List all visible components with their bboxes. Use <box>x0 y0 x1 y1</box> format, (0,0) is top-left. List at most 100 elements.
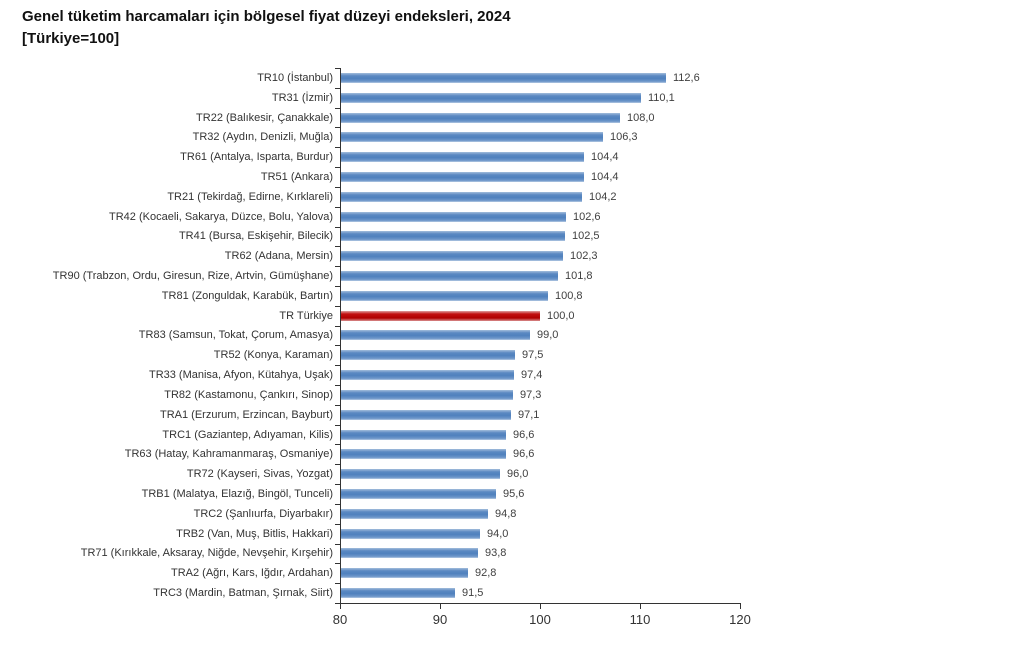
category-label: TRC1 (Gaziantep, Adıyaman, Kilis) <box>162 428 333 441</box>
category-label: TRA1 (Erzurum, Erzincan, Bayburt) <box>160 408 333 421</box>
category-label: TR63 (Hatay, Kahramanmaraş, Osmaniye) <box>124 448 333 461</box>
value-label: 94,8 <box>495 507 517 520</box>
chart-row: TR82 (Kastamonu, Çankırı, Sinop) 97,3 <box>0 385 780 405</box>
category-label: TRC3 (Mardin, Batman, Şırnak, Siirt) <box>153 587 333 600</box>
y-axis-tick <box>335 68 340 69</box>
y-axis-tick <box>335 385 340 387</box>
chart-row: TR90 (Trabzon, Ordu, Giresun, Rize, Artv… <box>0 266 780 286</box>
category-label: TRB2 (Van, Muş, Bitlis, Hakkari) <box>176 527 333 540</box>
category-label: TR31 (İzmir) <box>271 91 333 104</box>
chart-row: TR62 (Adana, Mersin) 102,3 <box>0 246 780 266</box>
chart-row: TR42 (Kocaeli, Sakarya, Düzce, Bolu, Yal… <box>0 207 780 227</box>
chart-row: TR63 (Hatay, Kahramanmaraş, Osmaniye) 96,… <box>0 444 780 464</box>
chart-row: TR71 (Kırıkkale, Aksaray, Niğde, Nevşehi… <box>0 544 780 564</box>
chart-row: TR81 (Zonguldak, Karabük, Bartın) 100,8 <box>0 286 780 306</box>
category-label: TR41 (Bursa, Eskişehir, Bilecik) <box>178 230 333 243</box>
bar <box>340 528 480 539</box>
chart-row: TR Türkiye 100,0 <box>0 306 780 326</box>
y-axis-tick <box>335 543 340 545</box>
category-label: TR81 (Zonguldak, Karabük, Bartın) <box>161 289 333 302</box>
category-label: TR42 (Kocaeli, Sakarya, Düzce, Bolu, Yal… <box>109 210 333 223</box>
category-label: TR22 (Balıkesir, Çanakkale) <box>196 111 333 124</box>
value-label: 99,0 <box>537 329 559 342</box>
x-axis-tick <box>440 603 441 609</box>
y-axis-tick <box>335 305 340 307</box>
bar <box>340 132 603 143</box>
bar <box>340 211 566 222</box>
bar <box>340 271 558 282</box>
y-axis-tick <box>335 523 340 525</box>
value-label: 102,3 <box>570 250 598 263</box>
bar <box>340 588 455 599</box>
value-label: 97,1 <box>518 408 540 421</box>
category-label: TR32 (Aydın, Denizli, Muğla) <box>192 131 333 144</box>
x-axis-tick-label: 90 <box>432 612 448 627</box>
bar <box>340 568 468 579</box>
bar <box>340 231 565 242</box>
chart-row: TR51 (Ankara) 104,4 <box>0 167 780 187</box>
value-label: 102,5 <box>572 230 600 243</box>
chart-title-line1: Genel tüketim harcamaları için bölgesel … <box>22 8 511 25</box>
y-axis-tick <box>335 563 340 565</box>
chart-row: TRC3 (Mardin, Batman, Şırnak, Siirt) 91,5 <box>0 583 780 603</box>
y-axis-tick <box>335 266 340 268</box>
bar <box>340 191 582 202</box>
y-axis-tick <box>335 583 340 585</box>
bar <box>340 508 488 519</box>
y-axis-tick <box>335 345 340 347</box>
chart-row: TRA1 (Erzurum, Erzincan, Bayburt) 97,1 <box>0 405 780 425</box>
value-label: 94,0 <box>487 527 509 540</box>
bar <box>340 171 584 182</box>
chart-row: TR33 (Manisa, Afyon, Kütahya, Uşak) 97,4 <box>0 365 780 385</box>
x-axis-tick <box>540 603 541 609</box>
value-label: 95,6 <box>503 488 525 501</box>
bar <box>340 251 563 262</box>
category-label: TR Türkiye <box>279 309 333 322</box>
bar <box>340 409 511 420</box>
category-label: TRC2 (Şanlıurfa, Diyarbakır) <box>193 507 333 520</box>
value-label: 96,6 <box>513 428 535 441</box>
chart-row: TR31 (İzmir) 110,1 <box>0 88 780 108</box>
chart-row: TR72 (Kayseri, Sivas, Yozgat) 96,0 <box>0 464 780 484</box>
value-label: 96,0 <box>507 468 529 481</box>
y-axis-tick <box>335 464 340 466</box>
x-axis-tick-label: 100 <box>529 612 551 627</box>
value-label: 97,5 <box>522 349 544 362</box>
bar <box>340 350 515 361</box>
value-label: 112,6 <box>673 71 700 84</box>
category-label: TR71 (Kırıkkale, Aksaray, Niğde, Nevşehi… <box>80 547 333 560</box>
bar <box>340 112 620 123</box>
bar <box>340 489 496 500</box>
y-axis-tick <box>335 603 340 604</box>
value-label: 100,0 <box>547 309 575 322</box>
chart-row: TR41 (Bursa, Eskişehir, Bilecik) 102,5 <box>0 227 780 247</box>
bar <box>340 548 478 559</box>
chart-row: TR10 (İstanbul) 112,6 <box>0 68 780 88</box>
value-label: 102,6 <box>573 210 601 223</box>
chart-row: TR83 (Samsun, Tokat, Çorum, Amasya) 99,0 <box>0 326 780 346</box>
y-axis-tick <box>335 503 340 505</box>
value-label: 101,8 <box>565 270 593 283</box>
value-label: 106,3 <box>610 131 638 144</box>
value-label: 93,8 <box>485 547 507 560</box>
value-label: 91,5 <box>462 587 484 600</box>
category-label: TRA2 (Ağrı, Kars, Iğdır, Ardahan) <box>170 567 333 580</box>
value-label: 92,8 <box>475 567 497 580</box>
chart-row: TRA2 (Ağrı, Kars, Iğdır, Ardahan) 92,8 <box>0 563 780 583</box>
bar <box>340 72 666 83</box>
y-axis-tick <box>335 206 340 208</box>
y-axis-tick <box>335 424 340 426</box>
value-label: 104,4 <box>591 151 619 164</box>
y-axis-tick <box>335 147 340 149</box>
bar <box>340 469 500 480</box>
x-axis-tick-label: 80 <box>332 612 348 627</box>
bar <box>340 330 530 341</box>
x-axis-tick-label: 110 <box>629 612 651 627</box>
value-label: 110,1 <box>648 91 675 104</box>
bar <box>340 92 641 103</box>
y-axis-tick <box>335 167 340 169</box>
category-label: TR90 (Trabzon, Ordu, Giresun, Rize, Artv… <box>52 270 333 283</box>
chart-row: TRB1 (Malatya, Elazığ, Bingöl, Tunceli) 9… <box>0 484 780 504</box>
bar <box>340 370 514 381</box>
